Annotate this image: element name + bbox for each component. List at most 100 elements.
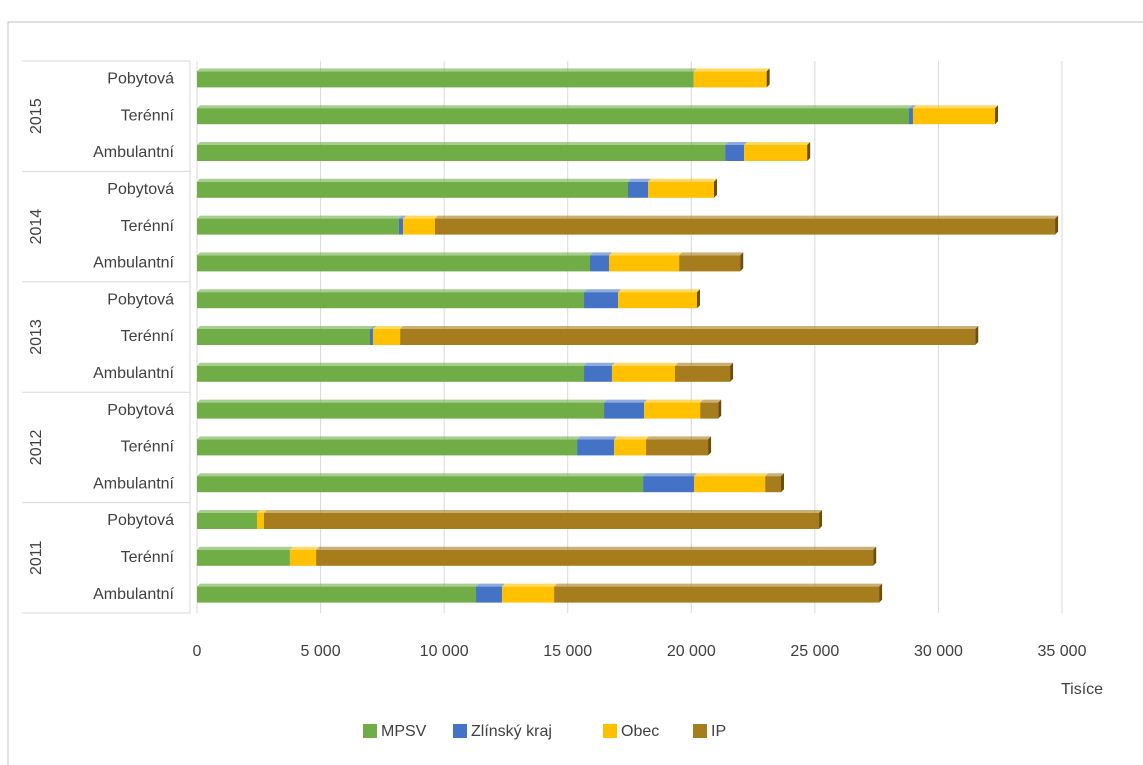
bar-end (740, 252, 744, 272)
bar-segment-top (197, 68, 697, 72)
category-label: Terénní (121, 328, 175, 345)
bar-segment-top (693, 68, 770, 72)
bar-segment-top (646, 436, 712, 440)
bar-segment-top (197, 546, 293, 550)
bar-segment (611, 365, 675, 382)
bar-end (873, 546, 877, 566)
bar-segment (197, 402, 605, 419)
category-label: Pobytová (107, 402, 174, 419)
bar-segment (197, 255, 590, 272)
x-tick-label: 10 000 (420, 643, 469, 660)
category-label: Ambulantní (93, 365, 174, 382)
bar-segment (197, 71, 694, 88)
bar-segment (197, 292, 585, 309)
legend-label: MPSV (381, 723, 427, 740)
bar-segment (197, 108, 910, 125)
bar-segment (614, 439, 647, 456)
group-label: 2012 (28, 430, 45, 466)
bar-end (730, 362, 734, 382)
bar-segment (257, 513, 264, 529)
bar-segment (403, 218, 435, 235)
bar-segment (316, 549, 874, 566)
bar-segment (725, 145, 745, 161)
bar-segment (589, 255, 609, 272)
category-label: Terénní (121, 439, 175, 456)
bar-segment-top (476, 583, 505, 587)
bar-segment (912, 108, 996, 125)
x-tick-label: 5 000 (301, 643, 341, 660)
bar-segment (700, 402, 719, 419)
bar-segment (197, 439, 578, 456)
bar-segment (554, 586, 880, 603)
bar-segment-top (648, 178, 718, 182)
group-label: 2013 (28, 319, 45, 355)
bar-segment (744, 145, 808, 161)
bar-segment-top (694, 473, 769, 477)
bar-segment-top (197, 473, 647, 477)
bar-segment-top (197, 105, 913, 109)
bar-segment (476, 586, 502, 603)
bar-segment-top (644, 399, 704, 403)
bar-segment (765, 476, 781, 493)
bar-segment-top (263, 510, 823, 513)
bar-end (708, 436, 712, 456)
category-label: Ambulantní (93, 586, 174, 603)
category-label: Ambulantní (93, 255, 174, 272)
bar-segment (608, 255, 680, 272)
bar-segment-top (197, 178, 632, 182)
bar-segment-top (725, 142, 748, 145)
bar-segment (909, 108, 913, 125)
bar-segment (646, 439, 709, 456)
bar-segment-top (912, 105, 999, 109)
bar-segment (644, 402, 701, 419)
legend-swatch (603, 724, 617, 738)
bar-segment (643, 476, 695, 493)
bar-segment-top (679, 252, 744, 256)
bar-segment (648, 181, 715, 198)
bar-segment (370, 329, 373, 345)
bar-end (975, 326, 979, 345)
category-label: Terénní (121, 107, 175, 124)
bar-segment-top (765, 473, 784, 477)
bar-segment (501, 586, 555, 603)
bar-segment-top (577, 436, 618, 440)
bar-segment (628, 181, 649, 198)
legend-swatch (453, 724, 467, 738)
group-label: 2014 (28, 209, 45, 245)
bar-segment (584, 365, 612, 382)
bar-segment-top (589, 252, 612, 256)
bar-segment-top (611, 362, 678, 366)
bar-end (879, 583, 883, 603)
bar-segment (197, 145, 726, 161)
bar-segment (197, 218, 399, 235)
bar-segment-top (372, 326, 404, 329)
category-label: Ambulantní (93, 144, 174, 161)
bar-segment (584, 292, 619, 309)
bar-segment-top (197, 583, 480, 587)
x-tick-label: 35 000 (1038, 643, 1087, 660)
bar-segment (577, 439, 615, 456)
bar-segment-top (674, 362, 734, 366)
bar-segment-top (197, 399, 608, 403)
x-tick-label: 20 000 (667, 643, 716, 660)
bar-end (696, 289, 700, 309)
bar-segment (289, 549, 317, 566)
legend-swatch (693, 724, 707, 738)
bar-segment-top (584, 362, 615, 366)
bar-segment-top (628, 178, 652, 182)
bar-segment (263, 513, 820, 529)
bar-end (995, 105, 999, 125)
bar-end (1055, 215, 1059, 235)
bar-segment (618, 292, 697, 309)
category-label: Terénní (121, 549, 175, 566)
bar-segment (674, 365, 731, 382)
bar-segment-top (501, 583, 558, 587)
category-label: Pobytová (107, 291, 174, 308)
bar-end (766, 68, 770, 88)
bar-segment (400, 329, 976, 345)
bar-segment-top (584, 289, 622, 293)
bar-segment (679, 255, 741, 272)
bar-segment-top (909, 105, 916, 109)
category-label: Pobytová (107, 181, 174, 198)
legend-swatch (363, 724, 377, 738)
